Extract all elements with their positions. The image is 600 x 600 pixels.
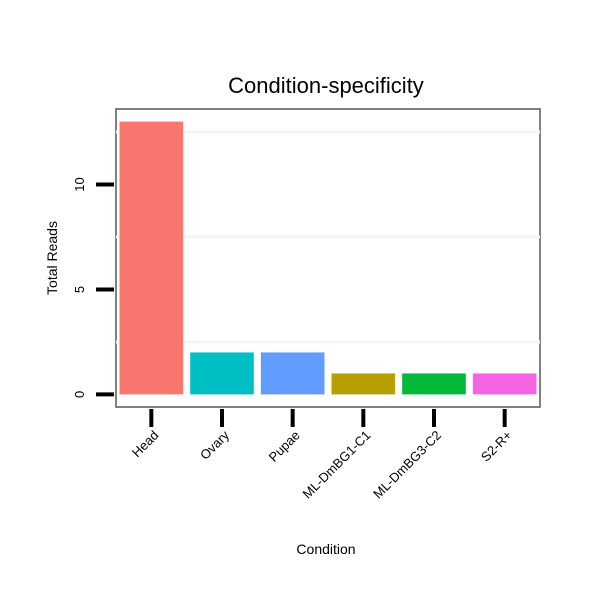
bar-s2-r-	[472, 373, 537, 395]
plot-panel	[115, 108, 541, 408]
chart-title: Condition-specificity	[228, 73, 424, 98]
x-tick-label: ML-DmBG1-C1	[300, 428, 374, 502]
x-tick-label: Head	[129, 428, 162, 461]
y-tick-label: 10	[72, 177, 87, 191]
y-tick-label: 5	[72, 286, 87, 293]
bar-pupae	[260, 352, 325, 395]
x-tick-label: S2-R+	[478, 428, 515, 465]
bar-head	[119, 121, 184, 395]
bar-ml-dmbg1-c1	[331, 373, 396, 395]
bar-ovary	[190, 352, 254, 395]
y-tick-label: 0	[72, 391, 87, 398]
bar-ml-dmbg3-c2	[402, 373, 466, 395]
x-axis-title: Condition	[296, 541, 355, 557]
x-tick-label: Ovary	[197, 427, 232, 462]
y-axis: 0 5 10	[72, 177, 114, 398]
x-tick-label: ML-DmBG3-C2	[370, 428, 444, 502]
x-tick-label: Pupae	[266, 428, 303, 465]
gridlines	[116, 130, 540, 344]
bars	[119, 121, 537, 395]
y-axis-title: Total Reads	[44, 221, 60, 295]
